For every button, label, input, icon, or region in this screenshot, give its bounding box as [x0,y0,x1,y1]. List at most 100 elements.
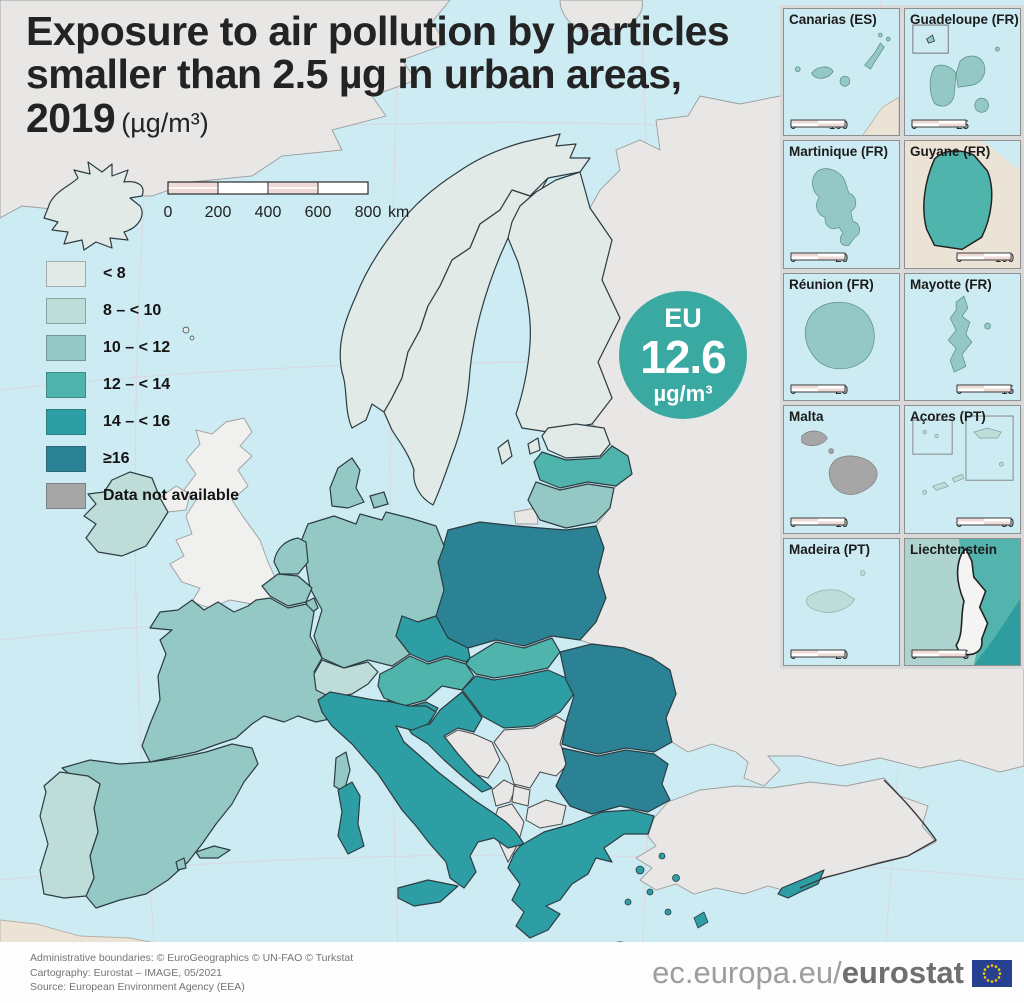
legend-label: Data not available [103,487,240,504]
country-denmark [329,457,365,509]
country-serbia [493,715,571,789]
country-kaliningrad [513,507,539,525]
brand-eurostat: eurostat [841,955,964,990]
eu-average-badge: EU 12.6 µg/m³ [619,291,747,419]
inset-title: Canarias (ES) [789,12,877,27]
inset-liechtenstein: Liechtenstein 05 [904,537,1021,666]
inset-scale-bar [790,517,846,526]
legend-swatch [46,409,86,435]
inset-mayotte-map [947,295,991,373]
footer-bar: Administrative boundaries: © EuroGeograp… [0,942,1024,1003]
inset-title: Réunion (FR) [789,276,874,292]
inset-scale: 0100 [790,119,848,132]
title-line-3: 2019 (µg/m³) [26,96,786,140]
country-netherlands [273,537,309,575]
inset-title: Açores (PT) [910,409,986,425]
faroe-islands [182,326,195,341]
inset-guyane: Guyane (FR) 0100 [904,140,1021,269]
inset-scale: 015 [956,384,1014,397]
legend-item: < 8 [46,261,239,287]
country-greece [507,809,655,939]
legend-swatch [46,483,86,509]
inset-martinique-map [812,168,861,247]
inset-scale-bar [911,119,967,128]
legend-label: < 8 [103,265,126,282]
country-latvia [533,445,633,489]
inset-scale-bar [956,252,1012,261]
inset-acores-map [912,415,1014,495]
country-finland [507,171,621,433]
country-iceland [43,161,144,251]
turkey-east-border [799,779,938,889]
legend-swatch [46,298,86,324]
eu-badge-label: EU [664,303,702,333]
inset-title: Malta [789,409,824,425]
scale-tick-800: 800 [354,204,382,221]
eu-countries [39,133,825,959]
scale-tick-200: 200 [204,204,232,221]
country-estonia [541,423,611,459]
inset-scale-bar [956,384,1012,393]
inset-zoom-box [912,419,953,455]
credits: Administrative boundaries: © EuroGeograp… [30,951,353,995]
island-sardinia [337,781,365,855]
inset-malta: Malta 010 [783,405,900,534]
title-line-2: smaller than 2.5 µg in urban areas, [26,51,682,98]
country-switzerland [313,659,379,699]
inset-scale-bar [790,384,846,393]
scale-tick-0: 0 [163,204,173,221]
eu-badge-value: 12.6 [640,331,727,383]
credit-source: Source: European Environment Agency (EEA… [30,981,245,994]
country-france [141,597,335,763]
brand-url-prefix: ec.europa.eu/ [652,955,842,990]
scale-bar-labels: 0 200 400 600 800 km [163,204,426,224]
reunion-island [804,301,875,369]
inset-zoom-box [912,24,949,54]
guyane-territory [923,150,993,251]
country-romania [559,643,677,755]
inset-scale-bar [911,649,967,658]
legend-item: 14 – < 16 [46,409,239,435]
country-croatia [407,691,493,793]
legend-swatch [46,261,86,287]
country-poland [435,521,607,649]
country-lithuania [527,481,615,529]
island-sicily [397,879,459,907]
inset-scale: 020 [790,384,848,397]
inset-canarias-map [794,32,899,136]
inset-scale: 05 [911,649,969,662]
island-mallorca [195,845,231,859]
inset-title: Mayotte (FR) [910,276,992,292]
inset-title: Madeira (PT) [789,541,871,557]
title-unit: (µg/m³) [121,107,209,138]
austria-dark-area [973,598,1020,665]
small-island [926,34,935,44]
legend-label: ≥16 [103,450,130,467]
azores-islands [922,427,1004,495]
country-bulgaria [555,747,671,815]
inset-malta-map [801,430,878,495]
guadeloupe-islands [929,46,1000,113]
inset-title: Guyane (FR) [910,144,991,160]
credit-boundaries: Administrative boundaries: © EuroGeograp… [30,952,354,964]
legend-swatch [46,446,86,472]
inset-guadeloupe: Guadeloupe (FR) 025 [904,8,1021,137]
island-corsica [333,751,351,793]
inset-guyane-map [923,141,1020,251]
legend-item: ≥16 [46,446,239,472]
legend-swatch [46,335,86,361]
inset-scale-bar [790,649,846,658]
inset-zoom-box [965,415,1014,481]
inset-scale-bar [790,252,846,261]
inset-mayotte: Mayotte (FR) 015 [904,272,1021,402]
country-kosovo [511,785,531,807]
country-hungary [461,669,575,729]
africa-corner [862,96,899,136]
liechtenstein-territory [955,547,989,655]
eu-badge-unit: µg/m³ [653,381,713,406]
island-rhodes [693,911,709,929]
inset-canarias: Canarias (ES) 0100 [783,8,900,137]
island-saaremaa [527,437,541,455]
scale-unit: km [388,204,410,221]
scale-tick-400: 400 [254,204,282,221]
